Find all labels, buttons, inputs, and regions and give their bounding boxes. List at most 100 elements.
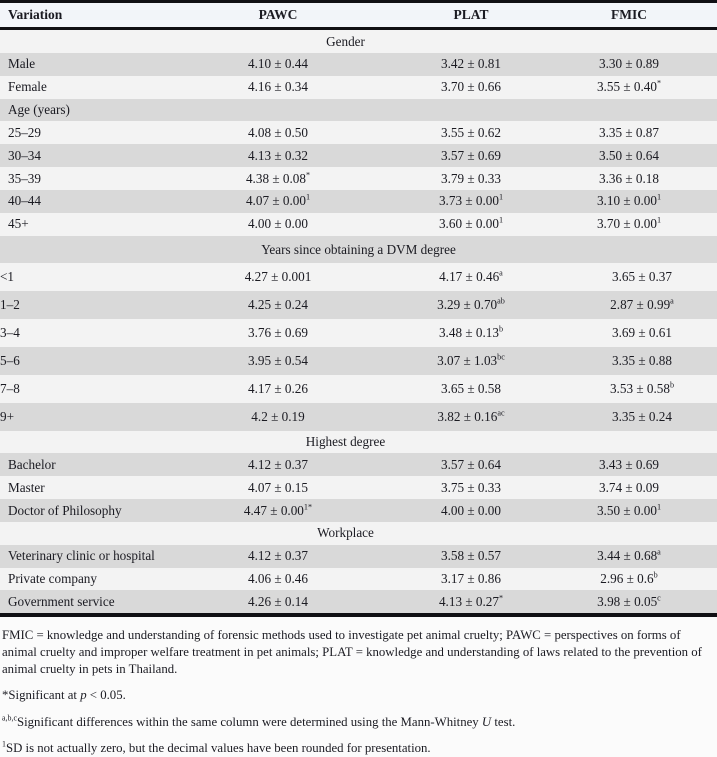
- footnote-text: test.: [491, 714, 516, 729]
- results-table: Variation PAWC PLAT FMIC Gender Male 4.1…: [0, 0, 717, 618]
- cell-superscript: b: [669, 380, 675, 390]
- cell-superscript: b: [498, 324, 504, 334]
- footnote-text: *Significant at: [2, 688, 81, 703]
- cell-value: 4.13 ± 0.32: [248, 147, 308, 163]
- section-row-dvm-years: Years since obtaining a DVM degree: [0, 235, 717, 264]
- row-30-34: 30–34 4.13 ± 0.32 3.57 ± 0.69 3.50 ± 0.6…: [0, 144, 717, 168]
- section-row-gender: Gender: [0, 28, 717, 53]
- cell-plat: 3.70 ± 0.66: [375, 76, 567, 99]
- cell-value: 3.98 ± 0.05: [597, 593, 658, 609]
- cell-value: 3.29 ± 0.70: [437, 297, 498, 313]
- cell-value: 3.36 ± 0.18: [599, 170, 659, 186]
- cell-value: 3.53 ± 0.58: [609, 380, 670, 396]
- cell-fmic: 3.69 ± 0.61: [567, 319, 717, 347]
- cell-value: 3.58 ± 0.57: [441, 548, 501, 564]
- cell-plat: 3.07 ± 1.03bc: [375, 347, 567, 375]
- cell-value: 2.87 ± 0.99: [610, 297, 671, 313]
- row-label: Female: [8, 79, 47, 95]
- row-1-2: 1–2 4.25 ± 0.24 3.29 ± 0.70ab 2.87 ± 0.9…: [0, 291, 717, 320]
- row-doctor-of-philosophy: Doctor of Philosophy 4.47 ± 0.001* 4.00 …: [0, 499, 717, 522]
- cell-value: 3.35 ± 0.88: [612, 352, 672, 368]
- cell-superscript: *: [305, 170, 311, 180]
- section-row-age: Age (years): [0, 98, 717, 122]
- col-header-variation: Variation: [0, 1, 181, 30]
- cell-fmic: 3.74 ± 0.09: [567, 476, 717, 499]
- cell-value: 3.10 ± 0.00: [596, 193, 657, 209]
- cell-value: 3.42 ± 0.81: [441, 56, 501, 72]
- cell-superscript: 1: [498, 193, 504, 203]
- row-45-plus: 45+ 4.00 ± 0.00 3.60 ± 0.001 3.70 ± 0.00…: [0, 212, 717, 236]
- cell-fmic: 3.53 ± 0.58b: [567, 375, 717, 403]
- cell-plat: 3.29 ± 0.70ab: [375, 291, 567, 319]
- cell-pawc: 4.12 ± 0.37: [181, 545, 375, 568]
- cell-value: 4.17 ± 0.26: [248, 380, 308, 396]
- cell-superscript: *: [498, 593, 504, 603]
- row-40-44: 40–44 4.07 ± 0.001 3.73 ± 0.001 3.10 ± 0…: [0, 189, 717, 213]
- cell-value: 4.47 ± 0.00: [243, 502, 304, 518]
- row-veterinary-clinic: Veterinary clinic or hospital 4.12 ± 0.3…: [0, 544, 717, 568]
- row-35-39: 35–39 4.38 ± 0.08* 3.79 ± 0.33 3.36 ± 0.…: [0, 167, 717, 190]
- row-label: 25–29: [8, 124, 41, 140]
- cell-plat: 3.42 ± 0.81: [375, 53, 567, 76]
- table-header: Variation PAWC PLAT FMIC: [0, 1, 717, 30]
- cell-fmic: 3.35 ± 0.88: [567, 347, 717, 375]
- row-label: 45+: [8, 216, 29, 232]
- row-label: Private company: [8, 571, 97, 587]
- row-label: Bachelor: [8, 456, 56, 472]
- cell-plat: 3.57 ± 0.69: [375, 144, 567, 167]
- cell-value: 4.13 ± 0.27: [438, 593, 499, 609]
- cell-pawc: 4.10 ± 0.44: [181, 53, 375, 76]
- cell-plat: 4.17 ± 0.46a: [375, 263, 567, 291]
- cell-fmic: 3.35 ± 0.87: [567, 121, 717, 144]
- section-label: Age (years): [8, 102, 70, 118]
- cell-value: 3.35 ± 0.24: [612, 408, 672, 424]
- cell-value: 3.73 ± 0.00: [438, 193, 499, 209]
- cell-pawc: 4.17 ± 0.26: [181, 375, 375, 403]
- cell-value: 4.16 ± 0.34: [248, 79, 308, 95]
- row-3-4: 3–4 3.76 ± 0.69 3.48 ± 0.13b 3.69 ± 0.61: [0, 319, 717, 347]
- row-male: Male 4.10 ± 0.44 3.42 ± 0.81 3.30 ± 0.89: [0, 52, 717, 76]
- row-label: Veterinary clinic or hospital: [8, 548, 155, 564]
- cell-plat: 3.60 ± 0.001: [375, 213, 567, 236]
- cell-value: 4.08 ± 0.50: [248, 124, 308, 140]
- cell-value: 4.26 ± 0.14: [248, 593, 308, 609]
- cell-plat: 3.58 ± 0.57: [375, 545, 567, 568]
- row-female: Female 4.16 ± 0.34 3.70 ± 0.66 3.55 ± 0.…: [0, 75, 717, 99]
- cell-pawc: 4.07 ± 0.001: [181, 190, 375, 213]
- cell-value: 4.07 ± 0.00: [245, 193, 306, 209]
- cell-superscript: 1: [656, 193, 662, 203]
- cell-fmic: 3.70 ± 0.001: [567, 213, 717, 236]
- row-label: 9+: [0, 408, 15, 424]
- cell-fmic: 2.96 ± 0.6b: [567, 568, 717, 591]
- row-master: Master 4.07 ± 0.15 3.75 ± 0.33 3.74 ± 0.…: [0, 476, 717, 500]
- row-lt-1: <1 4.27 ± 0.001 4.17 ± 0.46a 3.65 ± 0.37: [0, 263, 717, 292]
- cell-plat: 3.57 ± 0.64: [375, 453, 567, 476]
- cell-value: 3.57 ± 0.64: [441, 456, 501, 472]
- cell-pawc: 4.13 ± 0.32: [181, 144, 375, 167]
- cell-pawc: 4.26 ± 0.14: [181, 590, 375, 615]
- footnote-abbreviations: FMIC = knowledge and understanding of fo…: [2, 628, 702, 676]
- cell-value: 3.50 ± 0.64: [599, 147, 659, 163]
- cell-value: 4.00 ± 0.00: [248, 216, 308, 232]
- row-label: <1: [0, 269, 15, 285]
- row-label: 5–6: [0, 352, 20, 368]
- cell-plat: 3.65 ± 0.58: [375, 375, 567, 403]
- cell-value: 3.35 ± 0.87: [599, 124, 659, 140]
- table-footnotes: FMIC = knowledge and understanding of fo…: [2, 627, 715, 757]
- row-government-service: Government service 4.26 ± 0.14 4.13 ± 0.…: [0, 590, 717, 616]
- cell-fmic: 3.50 ± 0.001: [567, 499, 717, 522]
- cell-value: 4.2 ± 0.19: [251, 408, 305, 424]
- footnote-italic-p: p: [80, 688, 87, 703]
- cell-value: 3.55 ± 0.40: [596, 79, 657, 95]
- row-9-plus: 9+ 4.2 ± 0.19 3.82 ± 0.16ac 3.35 ± 0.24: [0, 402, 717, 431]
- cell-plat: 3.48 ± 0.13b: [375, 319, 567, 347]
- cell-pawc: 4.07 ± 0.15: [181, 476, 375, 499]
- cell-value: 3.60 ± 0.00: [438, 216, 499, 232]
- cell-pawc: 4.12 ± 0.37: [181, 453, 375, 476]
- cell-superscript: *: [656, 78, 662, 88]
- table-body: Gender Male 4.10 ± 0.44 3.42 ± 0.81 3.30…: [0, 28, 717, 616]
- row-label: Male: [8, 56, 36, 72]
- cell-superscript: 1*: [303, 502, 313, 512]
- row-bachelor: Bachelor 4.12 ± 0.37 3.57 ± 0.64 3.43 ± …: [0, 453, 717, 477]
- cell-value: 3.57 ± 0.69: [441, 147, 501, 163]
